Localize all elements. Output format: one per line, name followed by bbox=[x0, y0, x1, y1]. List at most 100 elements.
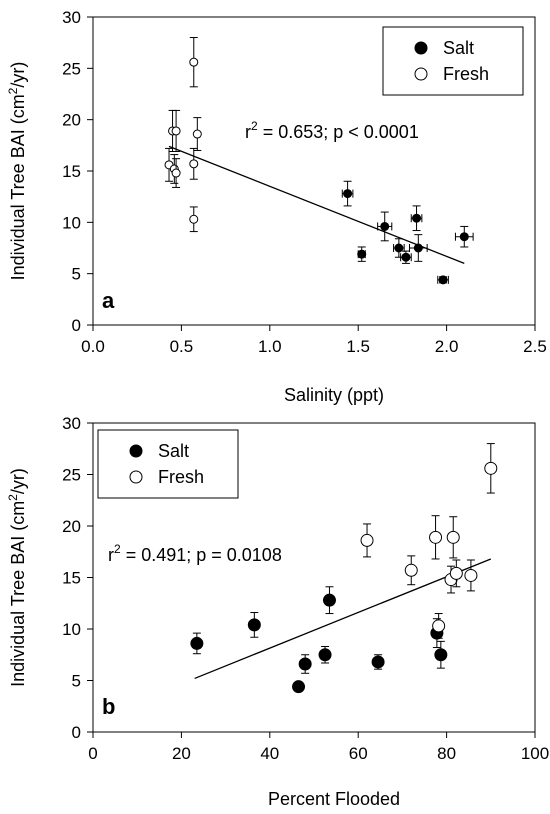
marker bbox=[459, 232, 469, 242]
regression-line bbox=[194, 558, 492, 680]
data-point-fresh bbox=[484, 443, 498, 494]
x-tick-label: 1.0 bbox=[258, 337, 282, 356]
x-tick-label: 0 bbox=[88, 744, 97, 763]
data-point-fresh bbox=[171, 158, 181, 188]
y-tick-label: 5 bbox=[72, 672, 81, 691]
y-tick-label: 5 bbox=[72, 265, 81, 284]
marker bbox=[449, 566, 463, 580]
legend-box bbox=[97, 429, 239, 499]
data-point-salt bbox=[408, 234, 428, 262]
marker bbox=[429, 530, 443, 544]
data-point-salt bbox=[371, 654, 385, 670]
stats-annotation: r2 = 0.491; p = 0.0108 bbox=[108, 542, 282, 565]
marker bbox=[438, 275, 448, 285]
y-tick-label: 10 bbox=[62, 620, 81, 639]
y-tick-label: 20 bbox=[62, 517, 81, 536]
y-tick-label: 0 bbox=[72, 316, 81, 335]
data-point-fresh bbox=[189, 206, 199, 233]
marker bbox=[371, 655, 385, 669]
x-tick-label: 40 bbox=[260, 744, 279, 763]
y-tick-label: 25 bbox=[62, 466, 81, 485]
data-point-salt bbox=[247, 612, 261, 638]
data-point-fresh bbox=[449, 559, 463, 588]
legend: Salt Fresh bbox=[382, 26, 524, 96]
data-point-salt bbox=[292, 680, 306, 694]
marker bbox=[404, 563, 418, 577]
data-point-salt bbox=[434, 640, 448, 669]
marker bbox=[343, 189, 353, 199]
legend-label-salt: Salt bbox=[158, 441, 189, 461]
marker bbox=[298, 657, 312, 671]
y-tick-label: 15 bbox=[62, 162, 81, 181]
data-point-fresh bbox=[189, 37, 199, 88]
marker bbox=[189, 159, 199, 169]
marker bbox=[189, 214, 199, 224]
marker bbox=[322, 593, 336, 607]
y-tick-label: 25 bbox=[62, 59, 81, 78]
y-tick-label: 10 bbox=[62, 213, 81, 232]
series-salt bbox=[190, 586, 448, 694]
data-point-salt bbox=[400, 250, 412, 264]
data-point-salt bbox=[454, 225, 474, 248]
data-point-salt bbox=[377, 211, 393, 242]
marker bbox=[171, 126, 181, 136]
data-point-salt bbox=[322, 586, 336, 615]
data-point-salt bbox=[318, 646, 332, 664]
stats-annotation: r2 = 0.653; p < 0.0001 bbox=[245, 119, 419, 142]
data-point-salt bbox=[357, 246, 367, 262]
series-fresh bbox=[164, 37, 202, 233]
data-point-salt bbox=[393, 238, 405, 258]
data-point-salt bbox=[437, 275, 449, 285]
data-point-salt bbox=[298, 654, 312, 674]
chart-panel-a: 0.0 0.5 1.0 1.5 2.0 2.5 0 5 10 15 20 25 30 Salinity (… bbox=[6, 8, 547, 405]
y-tick-label: 20 bbox=[62, 111, 81, 130]
marker bbox=[318, 648, 332, 662]
marker bbox=[190, 636, 204, 650]
y-tick-label: 30 bbox=[62, 414, 81, 433]
x-tick-label: 20 bbox=[172, 744, 191, 763]
x-tick-label: 100 bbox=[521, 744, 549, 763]
x-tick-label: 60 bbox=[349, 744, 368, 763]
x-tick-label: 2.0 bbox=[435, 337, 459, 356]
marker bbox=[380, 221, 390, 231]
marker bbox=[360, 533, 374, 547]
legend: Salt Fresh bbox=[97, 429, 239, 499]
marker bbox=[432, 619, 446, 633]
marker bbox=[464, 568, 478, 582]
regression-line bbox=[168, 145, 465, 265]
series-salt bbox=[341, 180, 474, 285]
data-point-fresh bbox=[360, 523, 374, 558]
x-tick-label: 80 bbox=[437, 744, 456, 763]
marker bbox=[401, 252, 411, 262]
chart-panel-b: 0 20 40 60 80 100 0 5 10 15 20 25 30 Percent Flooded I… bbox=[6, 414, 549, 809]
data-point-fresh bbox=[171, 109, 181, 152]
data-point-fresh bbox=[164, 147, 174, 182]
x-tick-label: 0.0 bbox=[81, 337, 105, 356]
data-point-salt bbox=[190, 632, 204, 655]
data-point-salt bbox=[341, 180, 354, 207]
marker bbox=[434, 648, 448, 662]
x-axis-label: Salinity (ppt) bbox=[284, 385, 384, 405]
legend-marker-salt bbox=[129, 444, 143, 458]
data-point-fresh bbox=[432, 613, 446, 639]
marker bbox=[189, 57, 199, 67]
x-tick-label: 1.5 bbox=[346, 337, 370, 356]
marker bbox=[412, 213, 422, 223]
marker bbox=[357, 249, 367, 259]
y-axis-label: Individual Tree BAI (cm2/yr) bbox=[6, 62, 28, 281]
x-tick-label: 2.5 bbox=[523, 337, 547, 356]
data-point-salt bbox=[410, 205, 423, 232]
data-point-fresh bbox=[429, 515, 443, 560]
legend-marker-salt bbox=[414, 41, 428, 55]
marker bbox=[171, 168, 181, 178]
marker bbox=[413, 243, 423, 253]
series-fresh bbox=[360, 443, 498, 639]
legend-label-fresh: Fresh bbox=[158, 467, 204, 487]
legend-marker-fresh bbox=[129, 470, 143, 484]
panel-label: b bbox=[102, 694, 115, 719]
marker bbox=[394, 243, 404, 253]
panel-label: a bbox=[102, 288, 115, 313]
data-point-fresh bbox=[189, 147, 199, 180]
data-point-fresh bbox=[192, 117, 202, 151]
